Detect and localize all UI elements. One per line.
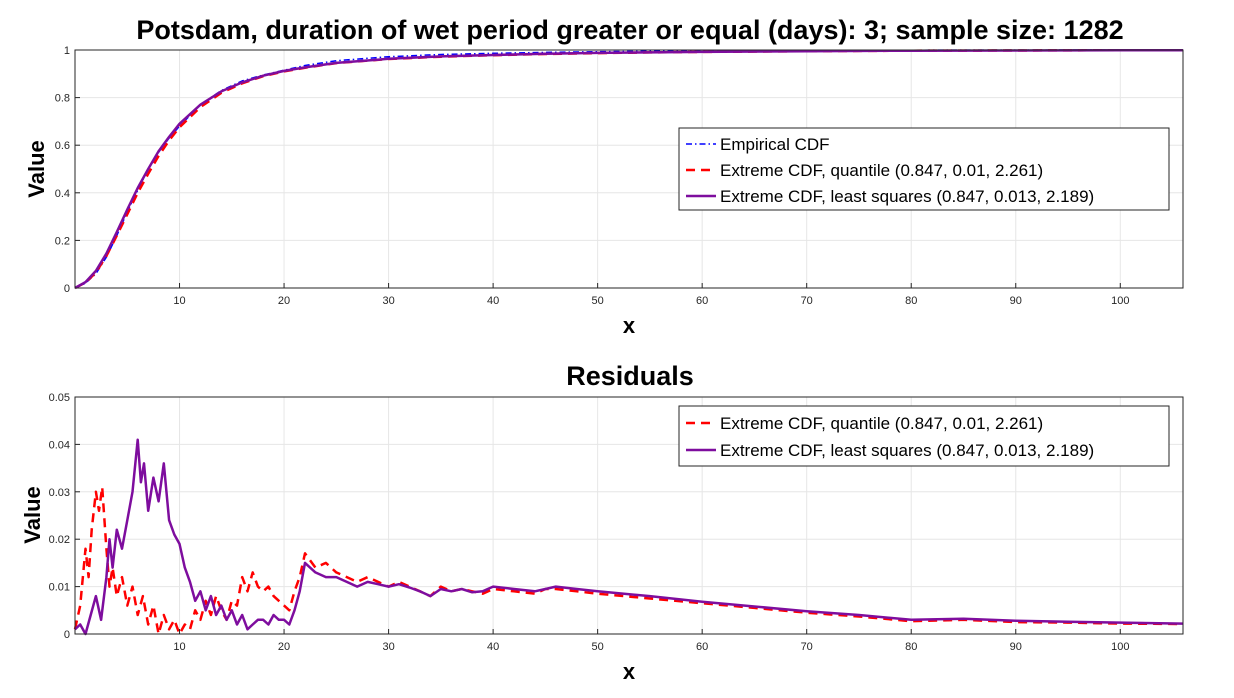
- residuals-y-axis-label: Value: [20, 486, 45, 543]
- residuals-x-tick-label: 40: [487, 641, 499, 653]
- residuals-x-axis-label: x: [623, 659, 636, 684]
- cdf-y-tick-label: 0.6: [55, 140, 70, 152]
- cdf-y-tick-label: 0: [64, 283, 70, 295]
- cdf-y-tick-label: 1: [64, 45, 70, 57]
- residuals-x-tick-label: 10: [173, 641, 185, 653]
- cdf-legend: Empirical CDF Extreme CDF, quantile (0.8…: [679, 128, 1169, 210]
- cdf-x-tick-label: 60: [696, 295, 708, 307]
- cdf-x-tick-label: 50: [592, 295, 604, 307]
- residuals-x-tick-label: 70: [801, 641, 813, 653]
- residuals-y-tick-label: 0.05: [49, 392, 70, 404]
- cdf-plot-title: Potsdam, duration of wet period greater …: [136, 15, 1123, 45]
- residuals-x-tick-label: 30: [382, 641, 394, 653]
- cdf-y-tick-label: 0.2: [55, 235, 70, 247]
- cdf-x-tick-label: 20: [278, 295, 290, 307]
- cdf-y-axis-label: Value: [24, 140, 49, 197]
- cdf-y-tick-label: 0.4: [55, 188, 70, 200]
- residuals-legend-label-least-squares: Extreme CDF, least squares (0.847, 0.013…: [720, 441, 1094, 460]
- cdf-x-tick-label: 40: [487, 295, 499, 307]
- residuals-legend: Extreme CDF, quantile (0.847, 0.01, 2.26…: [679, 406, 1169, 466]
- residuals-y-tick-label: 0.04: [49, 439, 70, 451]
- residuals-y-tick-label: 0.02: [49, 534, 70, 546]
- cdf-x-axis-label: x: [623, 313, 636, 338]
- residuals-x-tick-label: 90: [1010, 641, 1022, 653]
- cdf-y-tick-label: 0.8: [55, 93, 70, 105]
- cdf-x-tick-label: 10: [173, 295, 185, 307]
- residuals-plot-title: Residuals: [566, 361, 694, 391]
- residuals-y-tick-label: 0: [64, 629, 70, 641]
- cdf-legend-label-quantile: Extreme CDF, quantile (0.847, 0.01, 2.26…: [720, 161, 1043, 180]
- residuals-x-tick-label: 80: [905, 641, 917, 653]
- residuals-x-tick-label: 20: [278, 641, 290, 653]
- cdf-legend-label-least-squares: Extreme CDF, least squares (0.847, 0.013…: [720, 187, 1094, 206]
- cdf-x-tick-label: 90: [1010, 295, 1022, 307]
- residuals-legend-label-quantile: Extreme CDF, quantile (0.847, 0.01, 2.26…: [720, 414, 1043, 433]
- residuals-x-tick-label: 100: [1111, 641, 1129, 653]
- cdf-legend-label-empirical: Empirical CDF: [720, 135, 830, 154]
- cdf-x-tick-label: 70: [801, 295, 813, 307]
- cdf-x-tick-label: 30: [382, 295, 394, 307]
- residuals-y-tick-label: 0.01: [49, 582, 70, 594]
- residuals-x-tick-label: 60: [696, 641, 708, 653]
- figure: Potsdam, duration of wet period greater …: [0, 0, 1234, 698]
- cdf-x-tick-label: 80: [905, 295, 917, 307]
- residuals-y-tick-label: 0.03: [49, 487, 70, 499]
- residuals-x-tick-label: 50: [592, 641, 604, 653]
- cdf-x-tick-label: 100: [1111, 295, 1129, 307]
